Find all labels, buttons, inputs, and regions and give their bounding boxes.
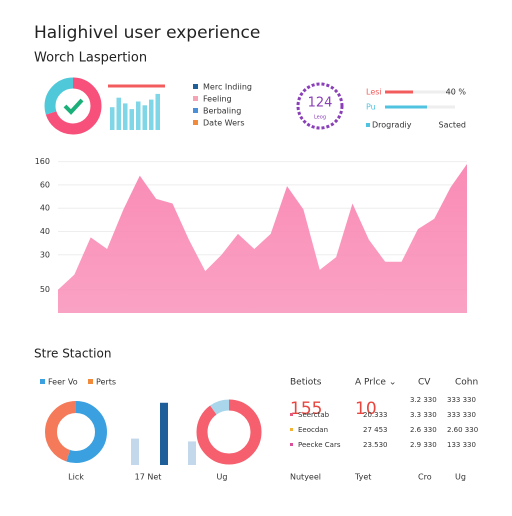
- legend-label: Perts: [96, 378, 116, 387]
- title: Halighivel user experience: [34, 23, 260, 43]
- table-cell: 23.530: [363, 441, 388, 449]
- table-cell: 27 453: [363, 426, 388, 434]
- y-tick-label: 60: [40, 180, 50, 189]
- subtitle: Worch Laspertion: [34, 51, 147, 66]
- mini-bar: [142, 105, 147, 130]
- bar: [131, 438, 139, 465]
- row-dot: [290, 413, 293, 416]
- table-cell: 333 330: [447, 396, 476, 404]
- legend-swatch: [193, 108, 198, 113]
- check-icon: [63, 98, 84, 115]
- table-cell: 3.3 330: [410, 411, 437, 419]
- table-cell: 2.9 330: [410, 441, 437, 449]
- table-cell: 2.60 330: [447, 426, 478, 434]
- table-cell: Peecke Cars: [298, 441, 341, 449]
- mini-bar: [110, 107, 115, 130]
- table-footer: Nutyeel: [290, 473, 321, 482]
- footer-swatch: [366, 123, 370, 127]
- row-dot: [290, 428, 293, 431]
- badge-value: 124: [308, 96, 333, 111]
- progress-label: Lesi: [366, 88, 382, 97]
- bar: [188, 441, 196, 465]
- donut-segment: [196, 399, 262, 465]
- legend-swatch: [193, 96, 198, 101]
- table-footer: Cro: [418, 473, 432, 482]
- summary-footer: Drogradiy: [372, 121, 412, 130]
- table-cell: 2.6 330: [410, 426, 437, 434]
- table-cell: 3.2 330: [410, 396, 437, 404]
- table-cell: 133 330: [447, 441, 476, 449]
- legend-label: Feeling: [203, 95, 232, 104]
- donut-segment: [196, 399, 262, 465]
- area: [58, 163, 467, 313]
- table-header: CV: [418, 378, 431, 388]
- badge-caption: Leog: [314, 115, 326, 121]
- table-footer: Ug: [455, 473, 466, 482]
- table-highlight: 155: [290, 399, 322, 419]
- bar: [160, 402, 168, 465]
- donut-segment: [44, 77, 102, 135]
- mini-bar: [116, 97, 121, 130]
- table-highlight: 10: [355, 399, 377, 419]
- table-header: A Prlce ⌄: [355, 378, 396, 388]
- table-cell: Seerctab: [298, 411, 330, 419]
- mini-bar: [123, 103, 128, 130]
- legend-label: Berbaling: [203, 107, 241, 116]
- legend-swatch: [88, 379, 93, 384]
- legend-swatch: [193, 84, 198, 89]
- donut-segment: [45, 401, 107, 463]
- mini-bar: [149, 99, 154, 130]
- row-dot: [290, 443, 293, 446]
- badge-ring: [296, 82, 344, 130]
- y-tick-label: 30: [40, 250, 50, 259]
- y-tick-label: 40: [40, 204, 50, 213]
- chart-caption: Lick: [68, 473, 84, 482]
- legend-label: Date Wers: [203, 119, 244, 128]
- legend-label: Merc Indiing: [203, 83, 252, 92]
- y-tick-label: 40: [40, 227, 50, 236]
- progress-bar: [385, 90, 413, 94]
- table-footer: Tyet: [354, 473, 371, 482]
- summary-footer: Sacted: [438, 121, 466, 130]
- table-cell: 333 330: [447, 411, 476, 419]
- progress-label: Pu: [366, 103, 376, 112]
- y-tick-label: 160: [35, 157, 50, 166]
- table-cell: Eeocdan: [298, 426, 328, 434]
- progress-value: 40 %: [446, 88, 467, 97]
- mini-bar: [129, 109, 134, 130]
- legend-swatch: [40, 379, 45, 384]
- chart-caption: 17 Net: [135, 473, 162, 482]
- section-title: Stre Staction: [34, 347, 111, 361]
- mini-bar: [136, 101, 141, 130]
- progress-track: [385, 90, 455, 94]
- legend-label: Feer Vo: [48, 378, 78, 387]
- table-header: Cohn: [455, 378, 478, 388]
- table-header: Betiots: [290, 378, 322, 388]
- table-cell: 20.333: [363, 411, 388, 419]
- mini-bar: [155, 93, 160, 130]
- legend-swatch: [193, 120, 198, 125]
- y-tick-label: 50: [40, 285, 50, 294]
- chart-caption: Ug: [217, 473, 228, 482]
- progress-bar: [385, 105, 427, 109]
